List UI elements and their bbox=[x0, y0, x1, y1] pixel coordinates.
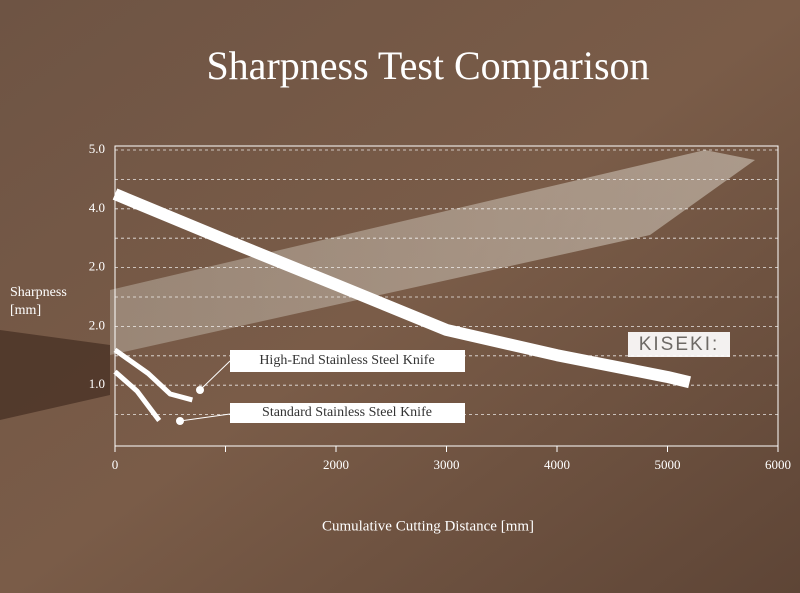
leader-line bbox=[179, 413, 231, 422]
blade bbox=[110, 150, 755, 355]
y-tick-label: 1.0 bbox=[89, 376, 105, 391]
series-line bbox=[112, 188, 691, 389]
leader-dot bbox=[176, 417, 184, 425]
y-axis-label: Sharpness [mm] bbox=[10, 285, 67, 318]
chart-title: Sharpness Test Comparison bbox=[206, 43, 649, 88]
y-tick-label: 5.0 bbox=[89, 141, 105, 156]
series-label: Standard Stainless Steel Knife bbox=[262, 405, 432, 420]
series-line bbox=[113, 369, 162, 422]
series-label: KISEKI: bbox=[639, 334, 720, 355]
label-box bbox=[628, 332, 730, 357]
leader-line bbox=[199, 360, 231, 391]
x-tick-label: 5000 bbox=[655, 457, 681, 472]
y-tick-label: 2.0 bbox=[89, 317, 105, 332]
series-line bbox=[113, 347, 193, 403]
y-tick-label: 4.0 bbox=[89, 200, 105, 215]
x-tick-label: 3000 bbox=[434, 457, 460, 472]
x-tick-label: 0 bbox=[112, 457, 119, 472]
label-box bbox=[230, 403, 465, 423]
y-tick-label: 2.0 bbox=[89, 259, 105, 274]
x-tick-label: 6000 bbox=[765, 457, 791, 472]
x-tick-label: 2000 bbox=[323, 457, 349, 472]
leader-dot bbox=[196, 386, 204, 394]
x-tick-label: 4000 bbox=[544, 457, 570, 472]
handle bbox=[0, 330, 110, 420]
series-label: High-End Stainless Steel Knife bbox=[259, 353, 434, 368]
label-box bbox=[230, 350, 465, 372]
x-axis-label: Cumulative Cutting Distance [mm] bbox=[322, 518, 534, 534]
